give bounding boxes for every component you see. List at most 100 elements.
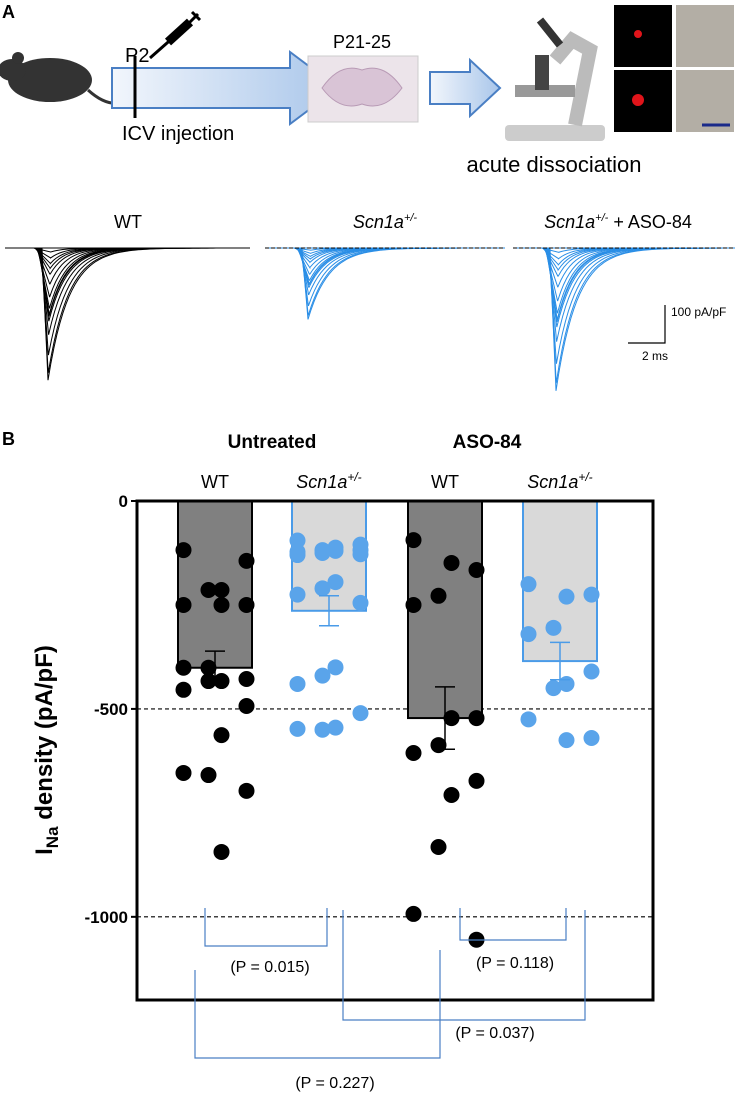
image	[632, 94, 644, 106]
scale-label: 100 pA/pF	[671, 305, 726, 319]
y-tick-label: -500	[94, 700, 128, 719]
data-point	[468, 772, 485, 789]
bar	[177, 500, 253, 669]
data-point	[238, 698, 255, 715]
comparison-bracket	[459, 908, 567, 941]
data-point	[327, 574, 344, 591]
data-point	[430, 737, 447, 754]
error-bar	[205, 650, 225, 686]
data-point	[352, 594, 369, 611]
trace	[265, 247, 503, 320]
trace	[5, 247, 250, 356]
data-point	[468, 710, 485, 727]
data-point	[520, 711, 537, 728]
data-point	[175, 659, 192, 676]
trace-title: Scn1a+/-	[353, 212, 418, 232]
data-point	[443, 710, 460, 727]
data-point	[238, 670, 255, 687]
data-point	[213, 596, 230, 613]
data-point	[545, 619, 562, 636]
error-bar	[435, 686, 455, 751]
data-point	[558, 732, 575, 749]
trace	[5, 247, 249, 381]
data-point	[314, 667, 331, 684]
image	[614, 5, 672, 67]
error-bar	[319, 595, 339, 627]
data-point	[405, 905, 422, 922]
panel-label: A	[2, 2, 15, 22]
timepoint: P21-25	[333, 32, 391, 52]
data-point	[213, 727, 230, 744]
mouse-icon	[0, 52, 129, 105]
data-point	[327, 659, 344, 676]
data-point	[238, 782, 255, 799]
y-axis-title: INa density (pA/pF)	[31, 645, 62, 855]
data-point	[327, 542, 344, 559]
bar-label: WT	[201, 472, 229, 492]
bar-label-text: Scn1a	[527, 472, 578, 492]
data-point	[443, 786, 460, 803]
image	[676, 70, 734, 132]
data-point	[289, 543, 306, 560]
method-label: ICV injection	[122, 123, 234, 145]
current-traces	[5, 247, 735, 391]
trace-title: WT	[114, 212, 142, 232]
bar-label-sup: +/-	[347, 470, 361, 484]
data-point	[175, 681, 192, 698]
comparison-bracket	[342, 910, 586, 1021]
group-label: ASO-84	[453, 432, 522, 453]
data-point	[314, 721, 331, 738]
panel-label: B	[2, 429, 15, 449]
data-point	[200, 581, 217, 598]
scale-label: 2 ms	[642, 349, 668, 363]
p-value-label: (P = 0.227)	[295, 1075, 374, 1092]
data-point	[327, 719, 344, 736]
bar-label: WT	[431, 472, 459, 492]
p-value-label: (P = 0.015)	[230, 959, 309, 976]
plot-frame	[135, 499, 655, 1002]
trace	[513, 247, 735, 302]
data-point	[583, 586, 600, 603]
microscope-icon	[505, 17, 605, 141]
bar-label-text: Scn1a	[296, 472, 347, 492]
data-point	[430, 838, 447, 855]
image	[634, 30, 642, 38]
data-point	[175, 596, 192, 613]
data-point	[405, 532, 422, 549]
error-bar	[550, 641, 570, 681]
data-point	[545, 680, 562, 697]
trace	[513, 247, 733, 391]
data-point	[200, 673, 217, 690]
data-point	[520, 626, 537, 643]
comparison-bracket	[204, 908, 328, 947]
bar-label-text: WT	[431, 472, 459, 492]
data-point	[175, 764, 192, 781]
comparison-bracket	[194, 950, 441, 1059]
group-label: Untreated	[228, 432, 317, 453]
y-tick-label: -1000	[85, 908, 128, 927]
y-tick-label: 0	[119, 492, 128, 511]
data-point	[213, 843, 230, 860]
arrow	[429, 57, 502, 119]
data-point	[314, 580, 331, 597]
data-point	[352, 542, 369, 559]
data-point	[520, 576, 537, 593]
syringe-icon	[149, 10, 202, 60]
image	[676, 5, 734, 67]
data-point	[468, 562, 485, 579]
data-point	[289, 675, 306, 692]
data-point	[289, 532, 306, 549]
trace	[513, 247, 735, 314]
brain-slice	[321, 67, 403, 107]
method-label: acute dissociation	[467, 152, 642, 177]
data-point	[289, 586, 306, 603]
scale-bar	[628, 305, 666, 344]
timepoint: P2	[125, 45, 149, 67]
p-value-label: (P = 0.118)	[476, 955, 554, 972]
data-point	[352, 705, 369, 722]
bar-label: Scn1a+/-	[296, 470, 361, 492]
data-point	[238, 596, 255, 613]
